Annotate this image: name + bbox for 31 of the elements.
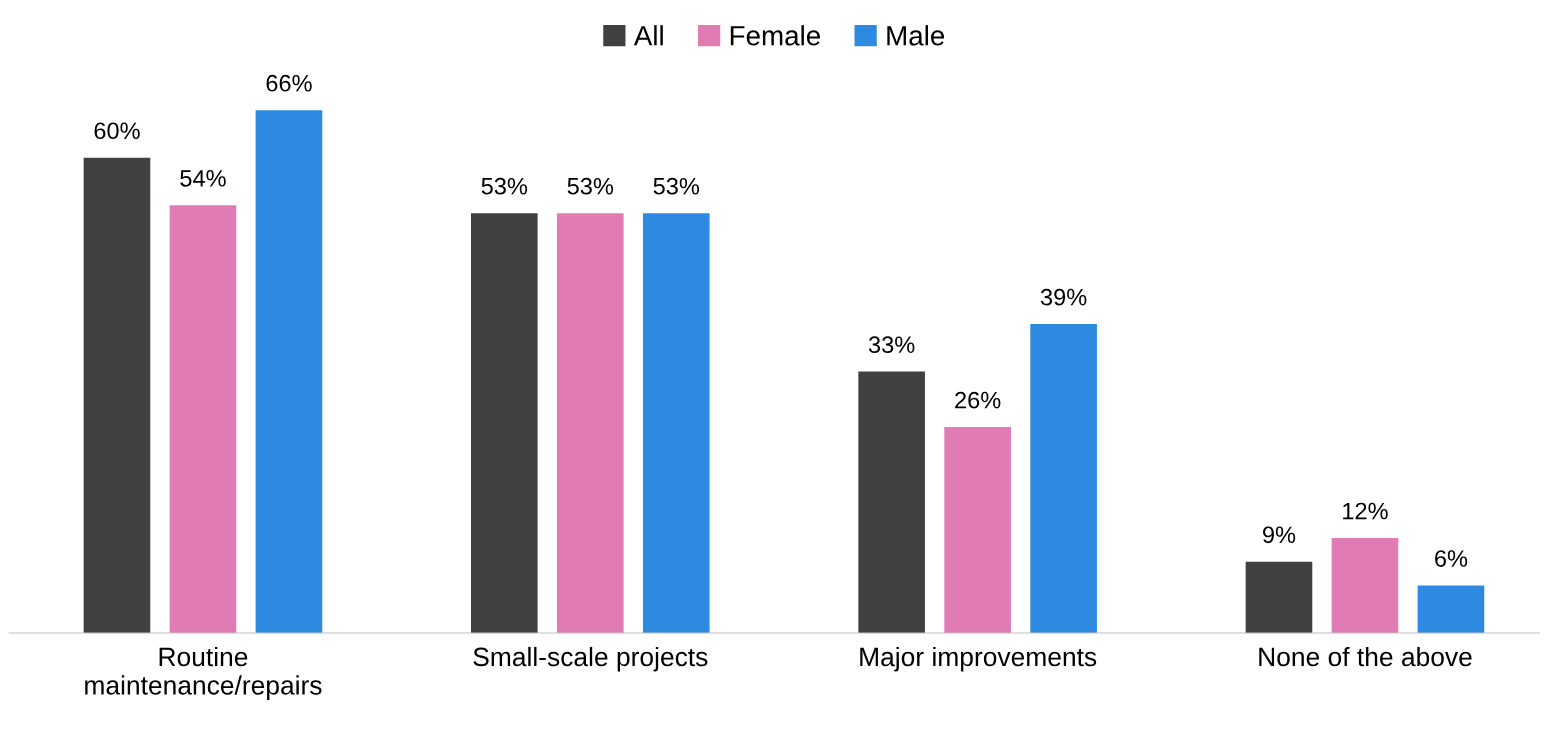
bar (83, 157, 151, 633)
data-label: 26% (955, 391, 1001, 409)
data-label: 54% (180, 170, 226, 187)
bar (169, 205, 237, 633)
bar (642, 213, 710, 633)
legend-label: Female (730, 25, 820, 46)
bar (858, 371, 925, 633)
bar (255, 110, 323, 633)
data-label: 60% (94, 122, 140, 140)
data-label: 9% (1263, 526, 1296, 544)
bar (556, 213, 624, 633)
x-tick-label: None of the above (1259, 646, 1472, 667)
data-label: 6% (1435, 550, 1468, 567)
data-label: 53% (481, 177, 528, 195)
data-label: 39% (1040, 288, 1087, 306)
bar (944, 427, 1011, 633)
data-label: 66% (266, 74, 312, 92)
x-tick-label: Routine maintenance/repairs (85, 646, 322, 700)
data-label: 33% (868, 336, 915, 354)
bar (470, 213, 538, 633)
legend-label: All (633, 25, 663, 46)
data-label: 53% (567, 177, 614, 195)
data-label: 12% (1343, 502, 1388, 520)
bar (1245, 561, 1313, 633)
data-label: 53% (653, 177, 700, 195)
bar (1030, 324, 1097, 633)
x-tick-label: Small-scale projects (473, 646, 708, 672)
bar (1331, 537, 1399, 633)
x-tick-label: Major improvements (860, 646, 1097, 672)
legend-label: Male (887, 25, 945, 46)
bar (1417, 585, 1485, 633)
